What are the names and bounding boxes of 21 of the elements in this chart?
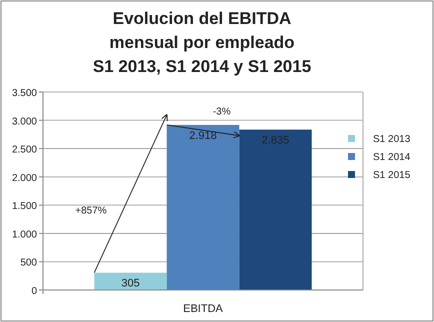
annotation: +857% bbox=[75, 206, 107, 217]
legend-label: S1 2014 bbox=[373, 152, 411, 163]
y-tick-label: 0 bbox=[31, 286, 38, 297]
y-tick-label: 3.000 bbox=[12, 116, 38, 128]
data-label: 2.918 bbox=[189, 130, 217, 142]
y-tick-label: 2.500 bbox=[12, 144, 38, 156]
data-label: 305 bbox=[121, 278, 140, 290]
bar bbox=[239, 130, 312, 290]
legend-label: S1 2015 bbox=[373, 170, 411, 181]
chart-title: Evolucion del EBITDA mensual por empleado S1 2013, S1 2014 y S1 2015 bbox=[92, 9, 312, 76]
x-tick-label: EBITDA bbox=[183, 303, 224, 315]
legend-label: S1 2013 bbox=[373, 134, 411, 145]
annotation: -3% bbox=[212, 106, 231, 118]
y-tick-label: 1.500 bbox=[12, 201, 38, 212]
bar bbox=[94, 272, 167, 290]
y-tick-label: 1.000 bbox=[12, 229, 38, 240]
y-tick-label: 500 bbox=[20, 258, 38, 269]
data-label: 2.835 bbox=[262, 134, 290, 147]
y-tick-label: 3.500 bbox=[12, 88, 38, 99]
bar bbox=[166, 124, 240, 290]
y-tick-label: 2.000 bbox=[12, 172, 38, 184]
